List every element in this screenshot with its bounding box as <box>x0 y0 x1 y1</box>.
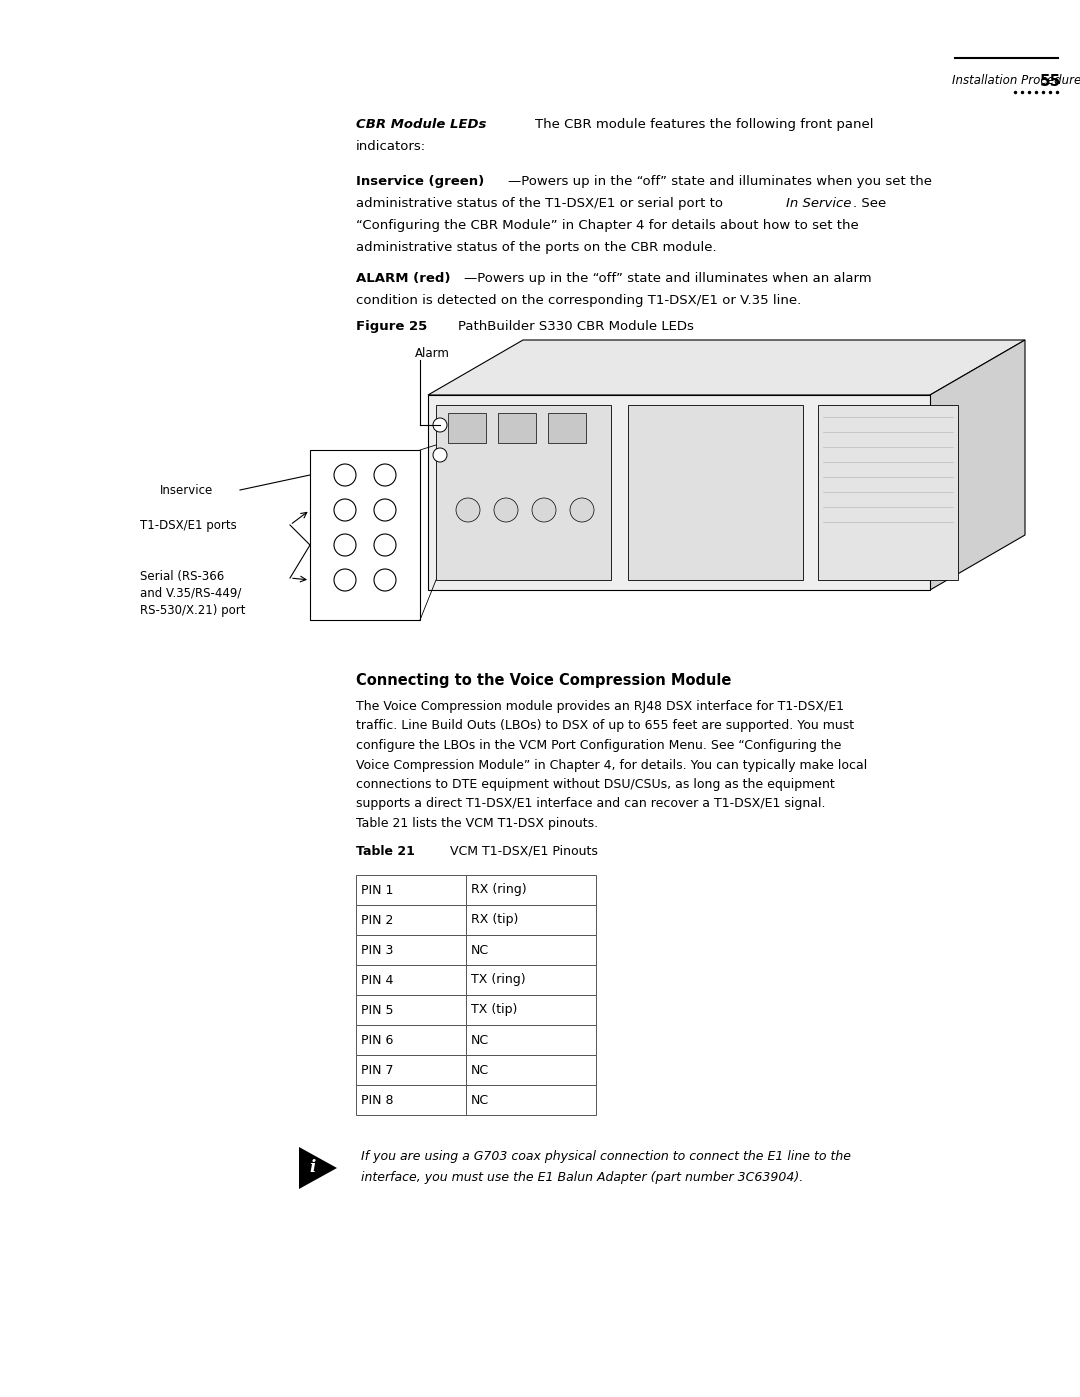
Text: CBR Module LEDs: CBR Module LEDs <box>356 117 486 131</box>
Text: PIN 4: PIN 4 <box>361 974 393 986</box>
Text: NC: NC <box>471 1094 489 1106</box>
Text: Connecting to the Voice Compression Module: Connecting to the Voice Compression Modu… <box>356 673 731 687</box>
Circle shape <box>374 534 396 556</box>
Bar <box>465 1055 596 1085</box>
Text: Figure 25: Figure 25 <box>356 320 428 332</box>
Bar <box>448 414 486 443</box>
Text: —Powers up in the “off” state and illuminates when you set the: —Powers up in the “off” state and illumi… <box>508 175 932 189</box>
Bar <box>465 935 596 965</box>
Text: Alarm: Alarm <box>415 346 450 360</box>
Text: PIN 8: PIN 8 <box>361 1094 393 1106</box>
Text: administrative status of the ports on the CBR module.: administrative status of the ports on th… <box>356 242 717 254</box>
Text: PIN 7: PIN 7 <box>361 1063 393 1077</box>
Text: PIN 1: PIN 1 <box>361 883 393 897</box>
Text: connections to DTE equipment without DSU/CSUs, as long as the equipment: connections to DTE equipment without DSU… <box>356 778 835 791</box>
Text: PIN 2: PIN 2 <box>361 914 393 926</box>
Bar <box>436 405 611 580</box>
Circle shape <box>374 464 396 486</box>
Circle shape <box>532 497 556 522</box>
Text: PIN 5: PIN 5 <box>361 1003 393 1017</box>
Text: Voice Compression Module” in Chapter 4, for details. You can typically make loca: Voice Compression Module” in Chapter 4, … <box>356 759 867 771</box>
Text: condition is detected on the corresponding T1-DSX/E1 or V.35 line.: condition is detected on the correspondi… <box>356 293 801 307</box>
Text: traffic. Line Build Outs (LBOs) to DSX of up to 655 feet are supported. You must: traffic. Line Build Outs (LBOs) to DSX o… <box>356 719 854 732</box>
Text: Serial (RS-366: Serial (RS-366 <box>140 570 225 583</box>
Text: configure the LBOs in the VCM Port Configuration Menu. See “Configuring the: configure the LBOs in the VCM Port Confi… <box>356 739 841 752</box>
Bar <box>310 450 420 620</box>
Circle shape <box>456 497 480 522</box>
Bar <box>356 1085 465 1115</box>
Bar <box>465 1025 596 1055</box>
Text: In Service: In Service <box>786 197 851 210</box>
Text: supports a direct T1-DSX/E1 interface and can recover a T1-DSX/E1 signal.: supports a direct T1-DSX/E1 interface an… <box>356 798 825 810</box>
Bar <box>498 414 536 443</box>
Bar <box>465 995 596 1025</box>
Text: Inservice: Inservice <box>160 483 213 496</box>
Text: Table 21: Table 21 <box>356 845 415 858</box>
Bar <box>356 995 465 1025</box>
Text: RS-530/X.21) port: RS-530/X.21) port <box>140 604 245 617</box>
Text: T1-DSX/E1 ports: T1-DSX/E1 ports <box>140 518 237 531</box>
Text: indicators:: indicators: <box>356 140 427 154</box>
Polygon shape <box>428 339 1025 395</box>
Text: NC: NC <box>471 1034 489 1046</box>
Bar <box>428 395 930 590</box>
Circle shape <box>374 499 396 521</box>
Circle shape <box>570 497 594 522</box>
Text: PathBuilder S330 CBR Module LEDs: PathBuilder S330 CBR Module LEDs <box>441 320 693 332</box>
Bar <box>356 1055 465 1085</box>
Text: If you are using a G703 coax physical connection to connect the E1 line to the: If you are using a G703 coax physical co… <box>361 1150 851 1162</box>
Text: and V.35/RS-449/: and V.35/RS-449/ <box>140 587 241 599</box>
Polygon shape <box>299 1147 337 1189</box>
Text: “Configuring the CBR Module” in Chapter 4 for details about how to set the: “Configuring the CBR Module” in Chapter … <box>356 219 859 232</box>
Text: TX (tip): TX (tip) <box>471 1003 517 1017</box>
Bar <box>356 965 465 995</box>
Bar <box>356 875 465 905</box>
Circle shape <box>334 464 356 486</box>
Text: RX (ring): RX (ring) <box>471 883 527 897</box>
Circle shape <box>334 499 356 521</box>
Bar <box>465 1085 596 1115</box>
Circle shape <box>334 569 356 591</box>
Bar <box>356 935 465 965</box>
Text: VCM T1-DSX/E1 Pinouts: VCM T1-DSX/E1 Pinouts <box>438 845 598 858</box>
Text: TX (ring): TX (ring) <box>471 974 526 986</box>
Text: Inservice (green): Inservice (green) <box>356 175 484 189</box>
Text: Table 21 lists the VCM T1-DSX pinouts.: Table 21 lists the VCM T1-DSX pinouts. <box>356 817 598 830</box>
Circle shape <box>334 534 356 556</box>
Text: The CBR module features the following front panel: The CBR module features the following fr… <box>518 117 874 131</box>
Circle shape <box>433 448 447 462</box>
Bar <box>548 414 586 443</box>
Bar <box>465 905 596 935</box>
Bar <box>818 405 958 580</box>
Text: —Powers up in the “off” state and illuminates when an alarm: —Powers up in the “off” state and illumi… <box>464 272 872 285</box>
Text: The Voice Compression module provides an RJ48 DSX interface for T1-DSX/E1: The Voice Compression module provides an… <box>356 700 843 712</box>
Bar <box>356 905 465 935</box>
Text: RX (tip): RX (tip) <box>471 914 518 926</box>
Text: PIN 6: PIN 6 <box>361 1034 393 1046</box>
Text: 55: 55 <box>1040 74 1062 89</box>
Text: ALARM (red): ALARM (red) <box>356 272 450 285</box>
Circle shape <box>374 569 396 591</box>
Circle shape <box>494 497 518 522</box>
Text: NC: NC <box>471 943 489 957</box>
Text: PIN 3: PIN 3 <box>361 943 393 957</box>
Bar <box>465 875 596 905</box>
Text: interface, you must use the E1 Balun Adapter (part number 3C63904).: interface, you must use the E1 Balun Ada… <box>361 1171 804 1185</box>
Text: NC: NC <box>471 1063 489 1077</box>
Polygon shape <box>930 339 1025 590</box>
Text: . See: . See <box>853 197 887 210</box>
Bar <box>356 1025 465 1055</box>
Text: administrative status of the T1-DSX/E1 or serial port to: administrative status of the T1-DSX/E1 o… <box>356 197 727 210</box>
Bar <box>627 405 804 580</box>
Text: Installation Procedures: Installation Procedures <box>951 74 1080 87</box>
Bar <box>465 965 596 995</box>
Circle shape <box>433 418 447 432</box>
Text: i: i <box>310 1160 316 1176</box>
